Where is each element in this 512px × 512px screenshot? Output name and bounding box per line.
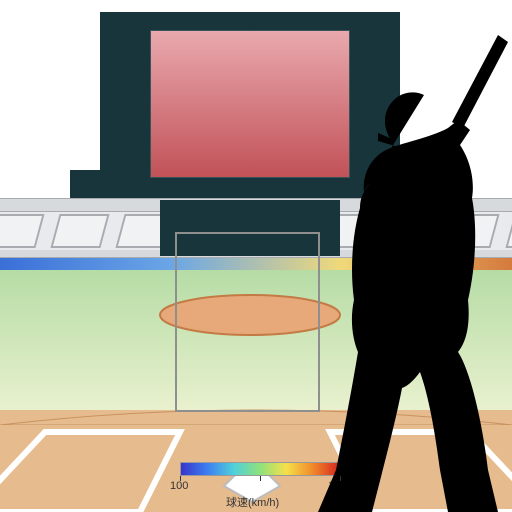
legend-tick: [260, 476, 261, 481]
batter-silhouette: [0, 0, 512, 512]
pitch-location-diagram: 100 150 球速(km/h): [0, 0, 512, 512]
legend-tick: [180, 476, 181, 481]
legend-tick: [340, 476, 341, 481]
